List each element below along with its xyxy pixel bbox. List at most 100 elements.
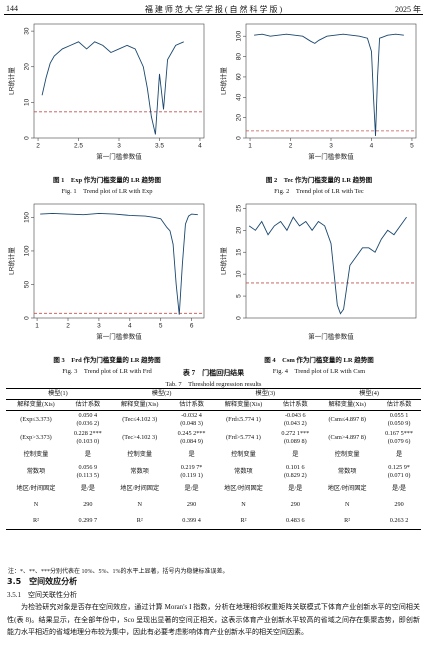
table-cell: R² xyxy=(317,513,378,530)
y-tick-label: 100 xyxy=(24,245,31,256)
page-number: 144 xyxy=(6,4,18,13)
x-tick-label: 1 xyxy=(35,323,39,330)
figure-caption: 图 3 Frd 作为门槛变量的 LR 趋势图 xyxy=(53,357,161,364)
table-title-en: Tab. 7 Threshold regression results xyxy=(165,381,262,388)
chart: 0 10 20 30 2 2.5 3 3.5 4 第一门槛参数值 LR统计量 xyxy=(7,23,205,161)
table-cell: 地区/时间固定 xyxy=(224,485,263,492)
table-cell: 290 xyxy=(83,501,93,508)
table-cell: (Exp≤3.373) xyxy=(20,416,52,423)
coefficient: 0.167 5*** xyxy=(385,430,413,437)
table-cell: (Exp>3.373) xyxy=(20,434,52,441)
table-cell: R² xyxy=(6,513,66,530)
table-cell: 0.056 9 (0.113 5) xyxy=(66,463,110,481)
x-tick-label: 6 xyxy=(190,323,194,330)
subsection-heading: 3.5.1 空间关联性分析 xyxy=(7,591,77,599)
y-tick-label: 10 xyxy=(24,98,31,106)
year: 2025 年 xyxy=(395,5,421,14)
table-cell: 地区/时间固定 xyxy=(327,485,367,492)
table-cell: 是/是 xyxy=(288,485,303,492)
lr-line xyxy=(254,33,404,136)
table-cell: 0.050 4 (0.036 2) xyxy=(66,411,110,430)
table-cell: 0.101 6 (0.829 2) xyxy=(273,463,317,481)
figure-caption-en: Fig. 4 Trend plot of LR with Csm xyxy=(272,368,366,375)
y-tick-label: 10 xyxy=(236,270,243,278)
table-cell: R² xyxy=(213,513,274,530)
table-cell: 是 xyxy=(395,451,403,458)
table-cell: 是 xyxy=(84,451,91,458)
x-tick-label: 4 xyxy=(370,143,374,150)
coefficient: 0.272 1*** xyxy=(281,430,310,437)
y-tick-label: 150 xyxy=(24,212,31,223)
results-table: 模型(1) 模型(2) 模型(3) 模型(4) 解释变量(Xis) 估计系数 解释变量(Xi… xyxy=(6,388,421,530)
y-tick-label: 0 xyxy=(236,316,243,320)
plot-frame xyxy=(245,203,417,319)
coefficient: -0.032 4 xyxy=(181,412,202,419)
subheader-row: 解释变量(Xis) 估计系数 解释变量(Xis) 估计系数 解释变量(Xis) 估计系数解… xyxy=(6,399,421,411)
column-header: 解释变量(Xis) xyxy=(6,399,66,411)
column-header: 解释变量(Xis) xyxy=(109,399,170,411)
table-row: (Exp≤3.373) 0.050 4 (0.036 2) (Tec≤4.102 3)… xyxy=(6,411,421,430)
plot-frame xyxy=(33,203,205,319)
x-tick-label: 5 xyxy=(159,323,163,330)
x-tick-label: 3 xyxy=(97,323,101,330)
table-cell: 290 xyxy=(186,501,197,508)
figure-caption-en: Fig. 1 Trend plot of LR with Exp xyxy=(61,188,153,195)
table-row: 常数项 0.056 9 (0.113 5) 常数项 0.219 7* (0.119 1) 常… xyxy=(6,463,421,481)
chart: 0 20 40 60 80 100 1 2 3 4 5 第一门槛参数值 LR统计量 xyxy=(219,23,417,161)
header-rule xyxy=(4,14,423,15)
coefficient: 0.228 2*** xyxy=(73,430,102,437)
model-header: 模型(3) xyxy=(213,388,318,400)
table-cell: (Tec≤4.102 3) xyxy=(122,416,158,423)
plot-frame xyxy=(33,23,205,139)
y-tick-label: 0 xyxy=(24,136,31,140)
standard-error: (0.036 2) xyxy=(76,420,100,427)
coefficient: 0.050 4 xyxy=(78,412,98,419)
table-cell: (Csm>4.897 8) xyxy=(328,434,366,441)
table-cell: 是/是 xyxy=(80,485,95,492)
coefficient: 0.056 9 xyxy=(78,464,98,471)
coefficient: 0.219 7* xyxy=(180,464,203,471)
x-axis-label: 第一门槛参数值 xyxy=(308,152,354,161)
x-tick-label: 2.5 xyxy=(74,143,83,150)
standard-error: (0.119 1) xyxy=(180,472,203,479)
y-tick-label: 100 xyxy=(236,30,243,41)
chart: 0 5 10 15 20 25 第一门槛参数值 LR统计量 xyxy=(219,203,417,341)
column-header: 解释变量(Xis) xyxy=(317,399,378,411)
table-cell: 地区/时间固定 xyxy=(120,485,160,492)
table-cell: 0.167 5*** (0.079 6) xyxy=(377,429,421,447)
model-header: 模型(2) xyxy=(109,388,214,400)
coefficient: 0.125 9* xyxy=(388,464,410,471)
table-cell: -0.043 6 (0.043 2) xyxy=(273,411,317,430)
x-tick-label: 3.5 xyxy=(155,143,164,150)
table-cell: (Frd≤5.774 1) xyxy=(226,416,261,423)
y-tick-label: 0 xyxy=(24,316,31,320)
x-tick-label: 4 xyxy=(198,143,202,150)
table-cell: 控制变量 xyxy=(127,451,153,458)
section-heading: 3.5 空间效应分析 xyxy=(7,577,78,586)
standard-error: (0.084 9) xyxy=(180,438,203,445)
y-tick-label: 15 xyxy=(236,248,243,256)
x-axis-label: 第一门槛参数值 xyxy=(308,332,354,341)
standard-error: (0.079 6) xyxy=(387,438,411,445)
table-cell: N xyxy=(344,501,350,508)
table-cell: 0.245 2*** (0.084 9) xyxy=(170,429,214,447)
y-axis-label: LR统计量 xyxy=(7,247,16,275)
figure-caption: 图 1 Exp 作为门槛变量的 LR 趋势图 xyxy=(53,177,161,184)
x-tick-label: 2 xyxy=(66,323,70,330)
standard-error: (0.113 5) xyxy=(76,472,100,479)
figure-caption: 图 4 Csm 作为门槛变量的 LR 趋势图 xyxy=(264,357,374,364)
y-tick-label: 30 xyxy=(24,27,31,35)
table-cell: 0.125 9* (0.071 0) xyxy=(377,463,421,481)
x-tick-label: 2 xyxy=(289,143,293,150)
chart: 0 50 100 150 1 2 3 4 5 6 第一门槛参数值 LR统计量 xyxy=(7,203,205,341)
table-cell: 控制变量 xyxy=(23,451,49,458)
coefficient: -0.043 6 xyxy=(284,412,306,419)
x-tick-label: 3 xyxy=(329,143,333,150)
table-row: N 290 N 290 N 290 N 290 xyxy=(6,497,421,513)
lr-line xyxy=(40,212,198,315)
table-cell: 是/是 xyxy=(184,485,199,492)
y-axis-label: LR统计量 xyxy=(219,247,228,275)
table-cell: 290 xyxy=(290,501,300,508)
model-header: 模型(1) xyxy=(6,388,110,400)
table-cell: 0.483 6 xyxy=(273,513,318,530)
